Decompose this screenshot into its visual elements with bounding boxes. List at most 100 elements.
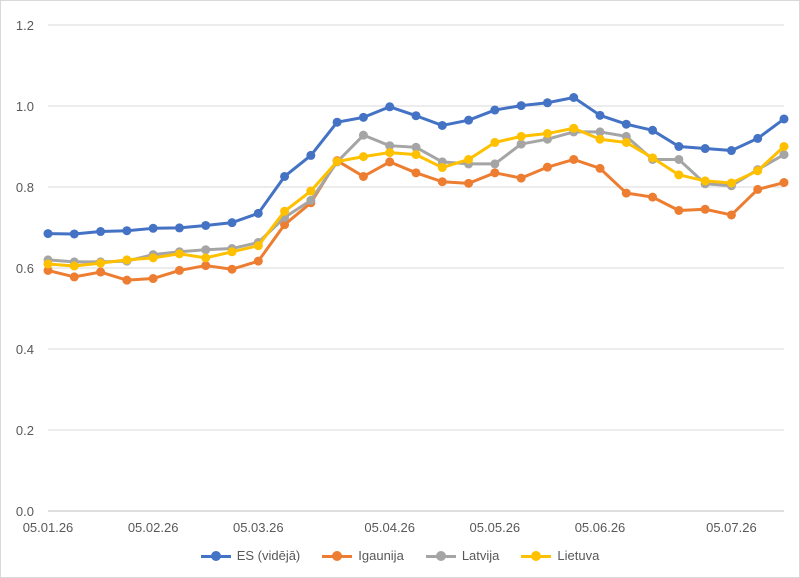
data-point bbox=[148, 253, 158, 263]
series-line bbox=[47, 157, 785, 282]
y-tick-label: 0.8 bbox=[16, 180, 34, 195]
data-point bbox=[69, 229, 79, 239]
data-point bbox=[306, 150, 316, 160]
data-point bbox=[280, 206, 290, 216]
data-point bbox=[306, 186, 316, 196]
data-point bbox=[280, 220, 290, 230]
legend-item-lietuva: Lietuva bbox=[521, 548, 599, 563]
x-tick-label: 05.03.26 bbox=[233, 520, 284, 535]
legend-item-igaunija: Igaunija bbox=[322, 548, 404, 563]
data-point bbox=[385, 148, 395, 158]
data-point bbox=[253, 208, 263, 218]
data-point bbox=[96, 258, 106, 268]
data-point bbox=[358, 152, 368, 162]
data-point bbox=[753, 184, 763, 194]
legend-marker-icon bbox=[200, 550, 231, 561]
x-tick-label: 05.06.26 bbox=[575, 520, 626, 535]
legend-label-es: ES (vidējā) bbox=[236, 548, 301, 563]
data-point bbox=[726, 146, 736, 156]
data-point bbox=[332, 117, 342, 127]
data-point bbox=[148, 274, 158, 284]
data-point bbox=[779, 150, 789, 160]
data-point bbox=[516, 173, 526, 183]
data-point bbox=[542, 162, 552, 172]
data-point bbox=[253, 241, 263, 251]
data-point bbox=[648, 125, 658, 135]
data-point bbox=[122, 255, 132, 265]
data-point bbox=[174, 223, 184, 233]
legend: ES (vidējā) Igaunija Latvija Lietuva bbox=[1, 548, 799, 563]
data-point bbox=[779, 114, 789, 124]
data-point bbox=[569, 154, 579, 164]
data-point bbox=[490, 105, 500, 115]
legend-label-igaunija: Igaunija bbox=[358, 548, 404, 563]
x-tick-label: 05.04.26 bbox=[364, 520, 415, 535]
data-point bbox=[700, 144, 710, 154]
data-point bbox=[674, 154, 684, 164]
data-point bbox=[753, 133, 763, 143]
data-point bbox=[437, 177, 447, 187]
data-point bbox=[358, 171, 368, 181]
data-point bbox=[516, 131, 526, 141]
data-point bbox=[726, 210, 736, 220]
data-point bbox=[201, 261, 211, 271]
data-point bbox=[490, 159, 500, 169]
data-point bbox=[595, 110, 605, 120]
legend-item-es: ES (vidējā) bbox=[200, 548, 301, 563]
data-point bbox=[411, 168, 421, 178]
y-tick-label: 0.0 bbox=[16, 504, 34, 519]
data-point bbox=[674, 205, 684, 215]
y-tick-label: 1.2 bbox=[16, 18, 34, 33]
x-tick-label: 05.02.26 bbox=[128, 520, 179, 535]
data-point bbox=[174, 249, 184, 259]
data-point bbox=[358, 130, 368, 140]
y-tick-label: 0.2 bbox=[16, 423, 34, 438]
data-point bbox=[69, 261, 79, 271]
legend-label-latvija: Latvija bbox=[461, 548, 500, 563]
data-point bbox=[122, 275, 132, 285]
data-point bbox=[69, 272, 79, 282]
legend-marker-icon bbox=[425, 550, 456, 561]
data-point bbox=[96, 267, 106, 277]
data-point bbox=[201, 253, 211, 263]
data-point bbox=[700, 204, 710, 214]
data-point bbox=[411, 142, 421, 152]
data-point bbox=[280, 171, 290, 181]
data-point bbox=[122, 226, 132, 236]
data-point bbox=[201, 220, 211, 230]
data-point bbox=[174, 265, 184, 275]
legend-marker-icon bbox=[521, 550, 552, 561]
data-point bbox=[648, 153, 658, 163]
data-point bbox=[253, 256, 263, 266]
data-point bbox=[227, 264, 237, 274]
data-point bbox=[779, 178, 789, 188]
data-point bbox=[96, 227, 106, 237]
y-tick-label: 0.6 bbox=[16, 261, 34, 276]
data-point bbox=[437, 163, 447, 173]
data-point bbox=[227, 247, 237, 257]
legend-item-latvija: Latvija bbox=[425, 548, 500, 563]
data-point bbox=[516, 101, 526, 111]
data-point bbox=[595, 134, 605, 144]
data-point bbox=[648, 192, 658, 202]
data-point bbox=[411, 150, 421, 160]
data-point bbox=[542, 129, 552, 139]
data-point bbox=[674, 170, 684, 180]
data-point bbox=[569, 123, 579, 133]
data-point bbox=[621, 119, 631, 129]
data-point bbox=[726, 178, 736, 188]
data-point bbox=[332, 156, 342, 166]
data-point bbox=[464, 154, 474, 164]
data-point bbox=[227, 218, 237, 228]
x-tick-label: 05.01.26 bbox=[23, 520, 74, 535]
data-point bbox=[542, 98, 552, 108]
data-point bbox=[674, 142, 684, 151]
data-point bbox=[43, 259, 53, 269]
data-point bbox=[43, 229, 53, 239]
data-point bbox=[148, 223, 158, 233]
data-point bbox=[753, 166, 763, 176]
legend-label-lietuva: Lietuva bbox=[557, 548, 600, 563]
y-tick-label: 0.4 bbox=[16, 342, 34, 357]
legend-marker-icon bbox=[322, 550, 353, 561]
